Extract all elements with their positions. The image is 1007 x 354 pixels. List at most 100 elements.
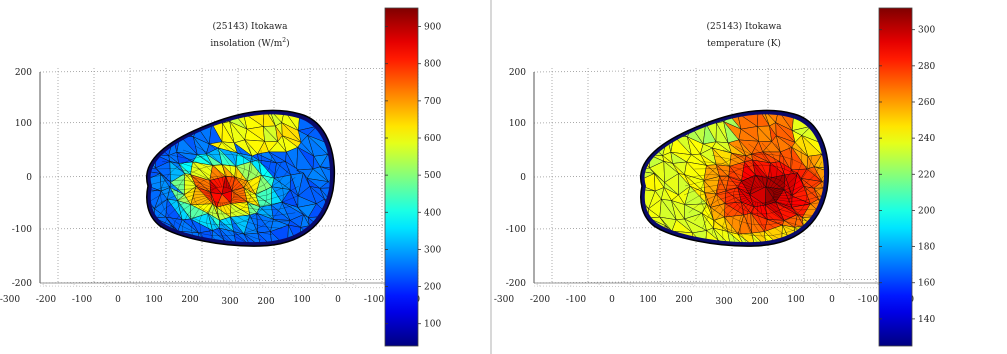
subtitle-text: temperature (K) [707,39,781,49]
surface-facet [821,233,825,243]
surface-facet [755,100,768,109]
surface-facet [150,234,172,241]
surface-facet [257,232,273,243]
x-tick-label: -100 [364,295,384,305]
surface-facet [310,114,325,118]
x-tick-label: 100 [293,295,310,305]
crater-edge [789,189,807,196]
colorbar-tick-label: 800 [424,60,441,70]
crater-edge [733,194,751,199]
surface-facet [692,101,707,112]
surface-facet [150,135,156,156]
surface-facet [200,243,212,260]
surface-facet [128,136,144,154]
z-tick-label: 200 [509,68,526,78]
surface-facet [725,246,741,261]
surface-facet [620,116,638,131]
z-tick-label: 200 [15,68,32,78]
surface-facet [624,199,641,219]
surface-facet [208,101,218,112]
surface-facet [809,238,823,243]
surface-facet [622,136,638,154]
surface-facet [260,247,272,259]
surface-facet [818,100,833,112]
surface-facet [131,246,147,255]
surface-facet [126,226,145,246]
surface-facet [285,248,304,259]
surface-facet [150,120,162,142]
surface-facet [698,247,711,260]
surface-facet [659,117,675,131]
surface-facet [315,238,329,243]
surface-facet [802,243,822,254]
surface-facet [129,148,144,170]
surface-facet [184,114,198,115]
surface-facet [129,148,139,170]
surface-facet [150,115,162,126]
surface-facet [159,114,167,123]
surface-facet [644,237,668,243]
surface-facet [644,115,656,126]
x-tick-label: -300 [494,295,514,305]
surface-facet [822,126,825,145]
crater-edge [761,142,774,155]
surface-facet [823,215,825,235]
surface-facet [231,246,247,261]
surface-facet [817,117,825,129]
surface-facet [653,114,668,123]
floor-edge [39,285,413,289]
subtitle-text: insolation (W/m2) [210,37,290,49]
z-tick-label: 0 [520,173,526,183]
surface-facet [299,248,308,259]
surface-facet [728,104,737,113]
surface-facet [736,100,758,108]
crater-edge [266,187,283,196]
insolation-plot-panel: (25143) Itokawa insolation (W/m2) 200 100… [0,0,490,354]
surface-facet [250,246,261,259]
surface-facet [644,120,656,142]
surface-facet [702,101,712,112]
surface-facet [131,165,140,183]
crater-edge [694,168,716,175]
colorbar-tick-label: 300 [918,26,935,36]
surface-facet [625,246,641,255]
surface-facet [198,101,213,112]
surface-facet [166,114,178,119]
crater-edge [249,189,267,196]
crater-edge [282,185,299,196]
surface-facet [150,225,156,239]
surface-facet [159,114,174,123]
surface-facet [303,99,311,108]
surface-facet [817,114,825,118]
floor-gridline [39,282,49,288]
floor-gridline [533,282,543,288]
colorbar-tick-label: 300 [424,245,441,255]
surface-facet [644,225,650,239]
asteroid-surface [126,99,336,261]
surface-facet [166,121,181,139]
surface-facet [670,114,693,128]
crater-edge [786,201,805,206]
surface-facet [622,246,641,255]
surface-facet [132,104,145,116]
surface-facet [270,231,289,243]
surface-facet [625,165,634,183]
surface-facet [127,208,148,221]
surface-facet [323,117,331,129]
z-tick-label: -100 [506,225,526,235]
colorbar-tick-label: 180 [918,243,935,253]
surface-facet [644,114,655,117]
crater-edge [727,175,745,183]
surface-facet [217,114,238,118]
x-tick-label: 0 [609,295,615,305]
surface-facet [150,237,174,243]
colorbar-tick-label: 280 [918,62,935,72]
surface-facet [660,114,680,118]
surface-facet [620,233,639,246]
colorbar-tick-label: 900 [424,23,441,33]
surface-facet [764,231,783,243]
surface-facet [145,246,157,257]
surface-facet [171,240,184,243]
x-tick-label: -100 [72,295,92,305]
surface-facet [628,175,634,188]
